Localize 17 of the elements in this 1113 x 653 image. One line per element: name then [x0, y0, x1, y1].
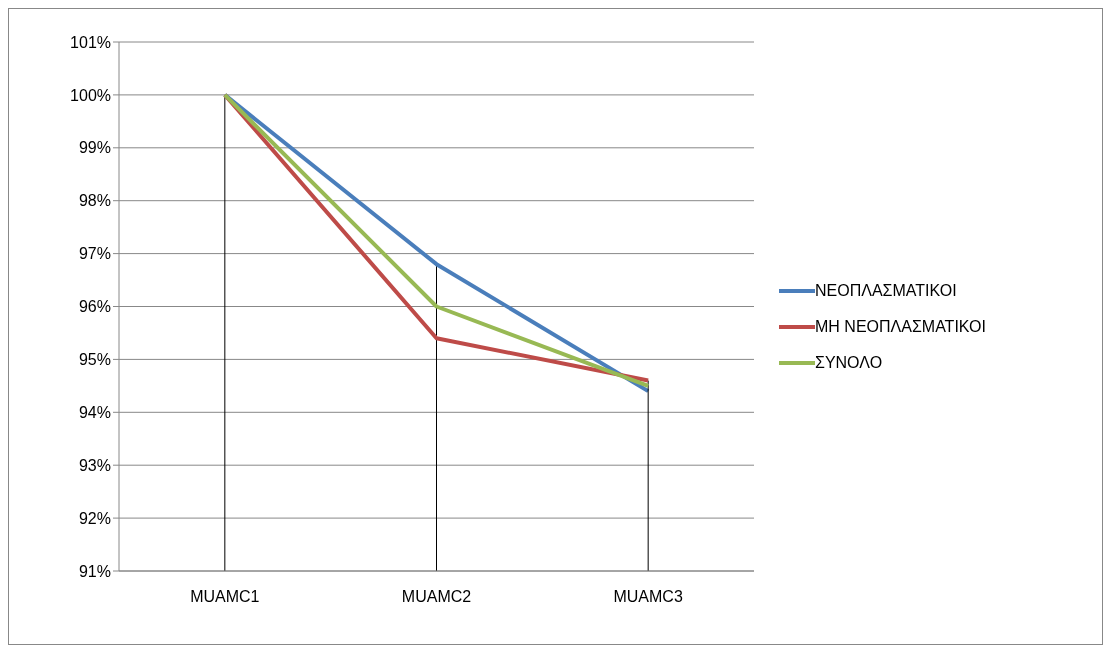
y-tick-label: 95%	[78, 351, 111, 369]
y-tick-label: 100%	[70, 86, 111, 104]
y-tick-label: 92%	[78, 509, 111, 527]
y-tick-label: 96%	[78, 298, 111, 316]
y-tick-label: 98%	[78, 192, 111, 210]
legend-label: ΝΕΟΠΛΑΣΜΑΤΙΚΟΙ	[815, 281, 957, 300]
y-tick-label: 93%	[78, 456, 111, 474]
legend-label: ΜΗ ΝΕΟΠΛΑΣΜΑΤΙΚΟΙ	[815, 317, 986, 336]
y-tick-label: 97%	[78, 245, 111, 263]
y-tick-label: 94%	[78, 403, 111, 421]
x-tick-label: MUAMC3	[613, 588, 683, 606]
legend-label: ΣΥΝΟΛΟ	[815, 353, 883, 372]
x-tick-label: MUAMC2	[401, 588, 472, 606]
y-tick-label: 101%	[70, 33, 111, 51]
x-tick-label: MUAMC1	[190, 588, 260, 606]
y-tick-label: 99%	[78, 139, 111, 157]
y-tick-label: 91%	[78, 562, 111, 580]
